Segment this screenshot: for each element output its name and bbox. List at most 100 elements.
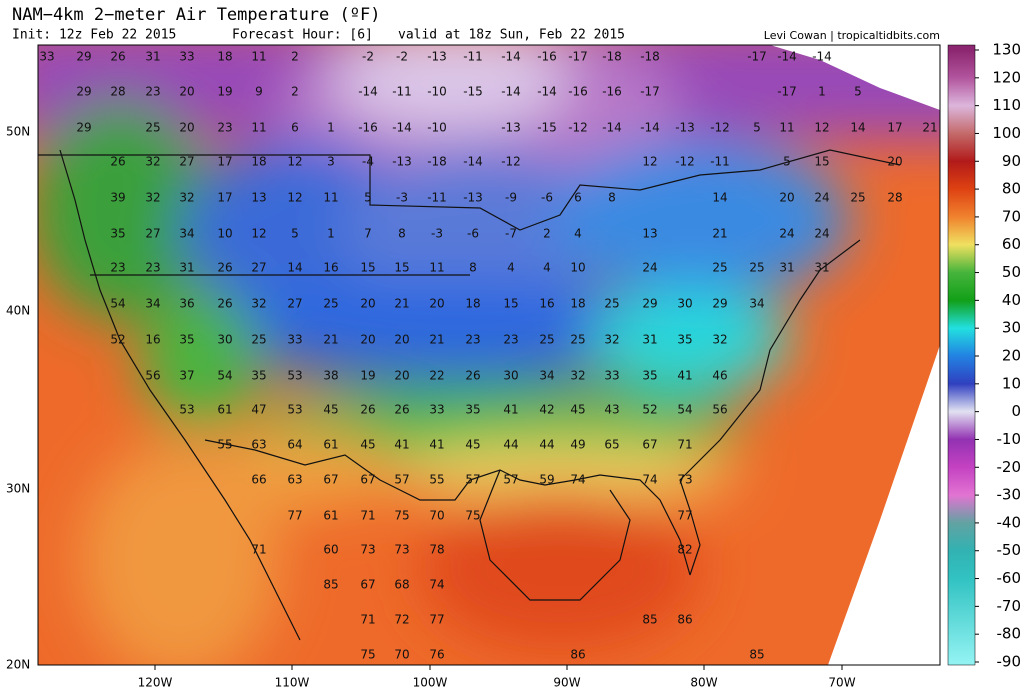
station-value: 63	[251, 438, 266, 452]
station-value: 10	[217, 227, 232, 241]
station-value: 25	[604, 297, 619, 311]
station-value: 21	[429, 333, 444, 347]
station-value: 73	[360, 543, 375, 557]
station-value: 33	[179, 50, 194, 64]
station-value: -16	[602, 85, 622, 99]
station-value: 23	[217, 121, 232, 135]
colorbar-label: 130	[992, 41, 1021, 59]
station-value: 65	[604, 438, 619, 452]
station-value: 15	[360, 261, 375, 275]
station-value: 22	[429, 369, 444, 383]
station-value: -14	[392, 121, 412, 135]
station-value: 77	[677, 509, 692, 523]
station-value: 33	[287, 333, 302, 347]
station-value: 21	[712, 227, 727, 241]
station-value: -12	[675, 155, 695, 169]
station-value: 34	[749, 297, 764, 311]
station-value: 55	[217, 438, 232, 452]
station-value: 35	[642, 369, 657, 383]
station-value: 25	[712, 261, 727, 275]
station-value: -18	[640, 50, 660, 64]
station-value: 86	[570, 648, 585, 662]
station-value: -2	[396, 50, 408, 64]
station-value: 23	[145, 85, 160, 99]
lon-label: 100W	[413, 676, 448, 690]
station-value: 74	[429, 578, 444, 592]
station-value: 63	[287, 473, 302, 487]
station-value: 20	[429, 297, 444, 311]
station-value: -4	[362, 155, 374, 169]
station-value: -7	[505, 227, 517, 241]
station-value: 45	[323, 403, 338, 417]
station-value: 20	[360, 297, 375, 311]
station-value: -14	[501, 85, 521, 99]
colorbar-label: -60	[997, 569, 1022, 587]
station-value: 57	[465, 473, 480, 487]
station-value: 25	[850, 191, 865, 205]
colorbar-label: -30	[997, 486, 1022, 504]
colorbar-label: 40	[1002, 291, 1021, 309]
station-value: -2	[362, 50, 374, 64]
credit: Levi Cowan | tropicaltidbits.com	[764, 29, 940, 42]
station-value: 78	[429, 543, 444, 557]
station-value: 71	[360, 509, 375, 523]
station-value: 3	[327, 155, 335, 169]
station-value: -15	[463, 85, 483, 99]
station-value: -3	[396, 191, 408, 205]
station-value: 1	[818, 85, 826, 99]
station-value: 34	[145, 297, 160, 311]
station-value: 31	[814, 261, 829, 275]
station-value: 20	[394, 369, 409, 383]
station-value: 75	[465, 509, 480, 523]
station-value: 32	[251, 297, 266, 311]
station-value: 26	[217, 297, 232, 311]
station-value: 25	[323, 297, 338, 311]
station-value: 44	[503, 438, 518, 452]
station-value: 72	[394, 613, 409, 627]
station-value: 20	[887, 155, 902, 169]
station-value: -11	[427, 191, 447, 205]
station-value: -6	[541, 191, 553, 205]
station-value: 85	[749, 648, 764, 662]
colorbar-label: -50	[997, 541, 1022, 559]
station-value: 35	[179, 333, 194, 347]
station-value: 20	[394, 333, 409, 347]
station-value: 75	[360, 648, 375, 662]
station-value: 47	[251, 403, 266, 417]
init-time: Init: 12z Feb 22 2015	[12, 28, 176, 43]
station-value: 16	[539, 297, 554, 311]
station-value: 67	[323, 473, 338, 487]
station-value: 19	[360, 369, 375, 383]
station-values: 33 29 26 31 33 18 11 2 -2 -2 -13 -11 -14 -16 -17 -18 -18…	[0, 50, 937, 662]
station-value: 35	[465, 403, 480, 417]
temperature-field: 33 29 26 31 33 18 11 2 -2 -2 -13 -11 -14 -16 -17 -18 -18…	[0, 45, 940, 665]
station-value: 34	[179, 227, 194, 241]
station-value: 16	[145, 333, 160, 347]
lon-label: 80W	[690, 676, 717, 690]
station-value: -13	[392, 155, 412, 169]
station-value: -12	[568, 121, 588, 135]
station-value: 31	[642, 333, 657, 347]
station-value: 33	[39, 50, 54, 64]
station-value: 21	[0, 155, 8, 169]
station-value: 2	[291, 50, 299, 64]
colorbar-label: 90	[1002, 152, 1021, 170]
station-value: 36	[179, 297, 194, 311]
colorbar-label: 110	[992, 96, 1021, 114]
colorbar-label: 120	[992, 68, 1021, 86]
colorbar-label: -80	[997, 625, 1022, 643]
station-value: -14	[501, 50, 521, 64]
station-value: -16	[568, 85, 588, 99]
station-value: 24	[814, 191, 829, 205]
station-value: 13	[642, 227, 657, 241]
station-value: 20	[360, 333, 375, 347]
station-value: -11	[710, 155, 730, 169]
colorbar-label: -90	[997, 653, 1022, 671]
station-value: 2	[543, 227, 551, 241]
station-value: 31	[779, 261, 794, 275]
station-value: 8	[0, 85, 4, 99]
station-value: 18	[251, 155, 266, 169]
station-value: 53	[287, 369, 302, 383]
station-value: 31	[179, 261, 194, 275]
station-value: -14	[463, 155, 483, 169]
